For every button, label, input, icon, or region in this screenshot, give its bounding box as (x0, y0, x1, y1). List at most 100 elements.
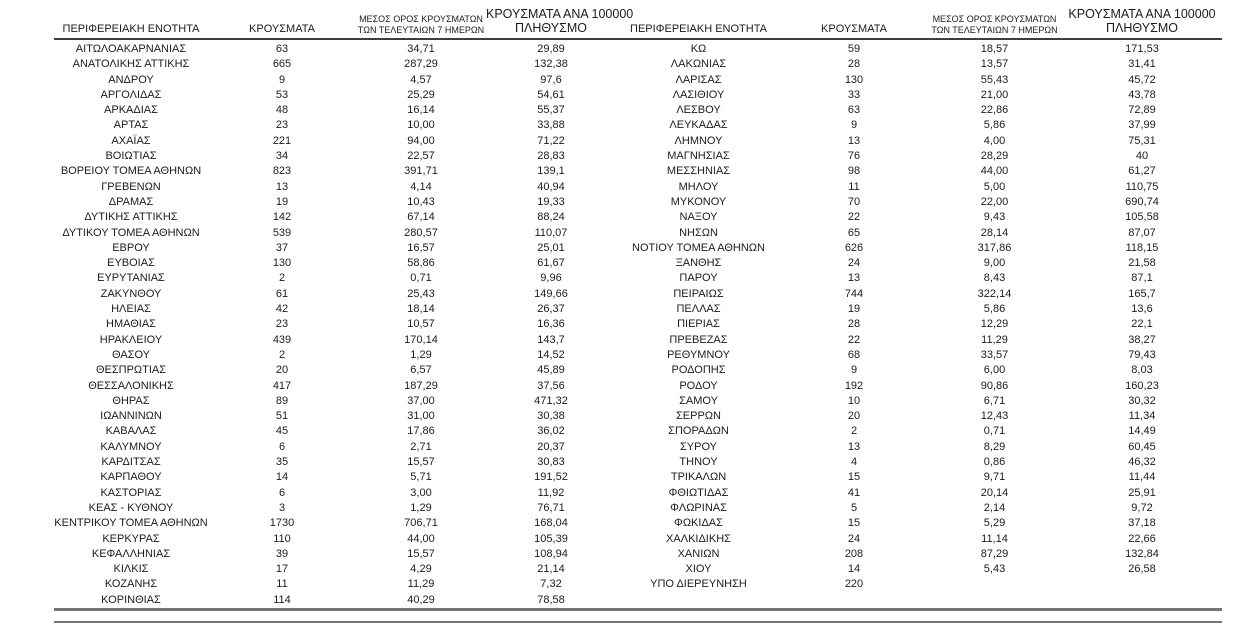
per100k-cell: 14,52 (537, 348, 565, 361)
col-header-avg7-left: ΜΕΣΟΣ ΟΡΟΣ ΚΡΟΥΣΜΑΤΩΝ ΤΩΝ ΤΕΛΕΥΤΑΙΩΝ 7 Η… (356, 8, 486, 40)
cases-cell: 59 (847, 43, 861, 55)
region-name-cell: ΧΑΛΚΙΔΙΚΗΣ (666, 532, 731, 545)
cases-cell: 13 (275, 180, 289, 193)
table-row: ΓΡΕΒΕΝΩΝ 13 4,14 40,94 ΜΗΛΟΥ 11 5,00 110,75 (54, 180, 1222, 195)
table-row: ΕΥΡΥΤΑΝΙΑΣ 2 0,71 9,96 ΠΑΡΟΥ 13 8,43 87,1 (54, 271, 1222, 286)
cases-cell: 37 (275, 241, 289, 254)
avg7-cell: 5,71 (410, 471, 432, 484)
region-name-cell: ΚΕΦΑΛΛΗΝΙΑΣ (91, 547, 171, 560)
cases-cell: 142 (272, 211, 292, 224)
avg7-cell: 0,71 (410, 272, 432, 285)
avg7-cell: 18,57 (980, 43, 1009, 55)
avg7-cell: 5,00 (983, 180, 1006, 193)
table-row: ΕΒΡΟΥ 37 16,57 25,01 ΝΟΤΙΟΥ ΤΟΜΕΑ ΑΘΗΝΩΝ 626 3… (54, 241, 1222, 256)
per100k-cell: 105,39 (534, 532, 568, 545)
region-name-cell: ΝΗΣΩΝ (679, 226, 718, 239)
avg7-cell: 0,86 (983, 456, 1006, 469)
per100k-cell (1062, 592, 1222, 611)
cases-cell: 4 (850, 456, 858, 469)
per100k-cell: 9,72 (1131, 501, 1153, 514)
avg7-cell: 44,00 (407, 532, 435, 545)
regional-cases-table: ΠΕΡΙΦΕΡΕΙΑΚΗ ΕΝΟΤΗΤΑ ΚΡΟΥΣΜΑΤΑ ΜΕΣΟΣ ΟΡΟ… (54, 7, 1222, 611)
table-row: ΖΑΚΥΝΘΟΥ 61 25,43 149,66 ΠΕΙΡΑΙΩΣ 744 322,14 16… (54, 287, 1222, 302)
cases-cell: 3 (278, 501, 286, 514)
region-name-cell: ΛΑΣΙΘΙΟΥ (672, 88, 725, 101)
cases-cell: 110 (273, 532, 291, 545)
region-name-cell: ΘΗΡΑΣ (112, 394, 150, 407)
per100k-cell: 88,24 (537, 211, 565, 224)
per100k-cell: 105,58 (1125, 211, 1159, 224)
per100k-cell: 690,74 (1125, 195, 1159, 208)
cases-cell: 208 (844, 547, 864, 560)
region-name-cell: ΠΕΙΡΑΙΩΣ (673, 287, 724, 300)
avg7-cell: 4,29 (410, 563, 432, 576)
region-name-cell: ΚΑΒΑΛΑΣ (105, 425, 157, 438)
cases-cell: 65 (847, 226, 861, 239)
per100k-cell: 40 (1135, 150, 1149, 163)
avg7-cell: 4,14 (410, 180, 432, 193)
col-header-per100k-right-line1: ΚΡΟΥΣΜΑΤΑ ΑΝΑ 100000 (1068, 7, 1216, 21)
region-name-cell: ΣΥΡΟΥ (679, 440, 717, 453)
cases-cell: 2 (850, 425, 858, 438)
table-row: ΚΑΣΤΟΡΙΑΣ 6 3,00 11,92 ΦΘΙΩΤΙΔΑΣ 41 20,14 25,91 (54, 486, 1222, 501)
cases-cell: 76 (847, 150, 861, 163)
cases-cell: 68 (847, 348, 861, 361)
avg7-cell: 40,29 (356, 592, 486, 611)
region-name-cell: ΚΟΡΙΝΘΙΑΣ (54, 592, 208, 611)
cases-cell: 41 (847, 486, 861, 499)
region-name-cell: ΒΟΡΕΙΟΥ ΤΟΜΕΑ ΑΘΗΝΩΝ (60, 165, 202, 178)
table-row: ΔΥΤΙΚΟΥ ΤΟΜΕΑ ΑΘΗΝΩΝ 539 280,57 110,07 ΝΗΣΩΝ… (54, 226, 1222, 241)
cases-cell: 14 (847, 563, 861, 576)
cases-cell: 539 (272, 226, 292, 239)
region-name-cell: ΝΑΞΟΥ (679, 211, 718, 224)
per100k-cell: 13,6 (1131, 303, 1153, 316)
per100k-cell: 33,88 (537, 119, 565, 132)
avg7-cell: 0,71 (983, 425, 1006, 438)
per100k-cell: 21,58 (1128, 257, 1156, 270)
region-name-cell: ΡΕΘΥΜΝΟΥ (667, 348, 730, 361)
cases-cell: 63 (847, 104, 861, 117)
per100k-cell: 37,99 (1128, 119, 1156, 132)
region-name-cell: ΖΑΚΥΝΘΟΥ (100, 287, 162, 300)
per100k-cell: 16,36 (537, 318, 565, 331)
table-row: ΘΗΡΑΣ 89 37,00 471,32 ΣΑΜΟΥ 10 6,71 30,32 (54, 394, 1222, 409)
per100k-cell: 22,1 (1131, 318, 1153, 331)
avg7-cell: 12,29 (980, 318, 1009, 331)
table-row: ΚΟΖΑΝΗΣ 11 11,29 7,32 ΥΠΟ ΔΙΕΡΕΥΝΗΣΗ 220 (54, 577, 1222, 592)
avg7-cell (927, 577, 1062, 592)
col-header-region-right: ΠΕΡΙΦΕΡΕΙΑΚΗ ΕΝΟΤΗΤΑ (616, 8, 781, 40)
region-name-cell: ΦΛΩΡΙΝΑΣ (670, 501, 727, 514)
avg7-cell: 9,71 (983, 471, 1006, 484)
avg7-cell: 6,57 (410, 364, 432, 377)
avg7-cell: 8,29 (983, 440, 1006, 453)
table-row: ΒΟΙΩΤΙΑΣ 34 22,57 28,83 ΜΑΓΝΗΣΙΑΣ 76 28,29 40 (54, 149, 1222, 164)
per100k-cell: 38,27 (1128, 333, 1156, 346)
per100k-cell: 149,66 (534, 287, 568, 300)
region-name-cell: ΘΑΣΟΥ (111, 348, 151, 361)
region-name-cell: ΙΩΑΝΝΙΝΩΝ (100, 410, 162, 423)
per100k-cell: 40,94 (537, 180, 565, 193)
cases-cell: 51 (275, 410, 289, 423)
per100k-cell: 87,1 (1131, 272, 1153, 285)
avg7-cell: 4,00 (983, 134, 1006, 147)
cases-cell: 19 (275, 195, 289, 208)
region-name-cell: ΝΟΤΙΟΥ ΤΟΜΕΑ ΑΘΗΝΩΝ (632, 241, 765, 254)
cases-cell: 89 (275, 394, 289, 407)
cases-cell: 17 (275, 563, 289, 576)
avg7-cell: 6,71 (983, 394, 1006, 407)
region-name-cell: ΚΑΡΔΙΤΣΑΣ (101, 456, 161, 469)
per100k-cell (1062, 577, 1222, 592)
cases-cell: 35 (275, 456, 289, 469)
table-row: ΑΝΑΤΟΛΙΚΗΣ ΑΤΤΙΚΗΣ 665 287,29 132,38 ΛΑΚΩΝΙΑ… (54, 57, 1222, 72)
per100k-cell: 45,89 (537, 364, 565, 377)
per100k-cell: 30,83 (537, 456, 565, 469)
region-name-cell: ΧΑΝΙΩΝ (677, 547, 720, 560)
col-header-region-left-label: ΠΕΡΙΦΕΡΕΙΑΚΗ ΕΝΟΤΗΤΑ (62, 23, 200, 35)
table-row: ΑΧΑΪΑΣ 221 94,00 71,22 ΛΗΜΝΟΥ 13 4,00 75,31 (54, 134, 1222, 149)
region-name-cell: ΤΡΙΚΑΛΩΝ (670, 471, 727, 484)
avg7-cell: 37,00 (407, 394, 435, 407)
cases-cell: 2 (278, 348, 286, 361)
per100k-cell: 37,56 (537, 379, 565, 392)
cases-cell: 221 (272, 134, 292, 147)
region-name-cell: ΣΕΡΡΩΝ (676, 410, 721, 423)
